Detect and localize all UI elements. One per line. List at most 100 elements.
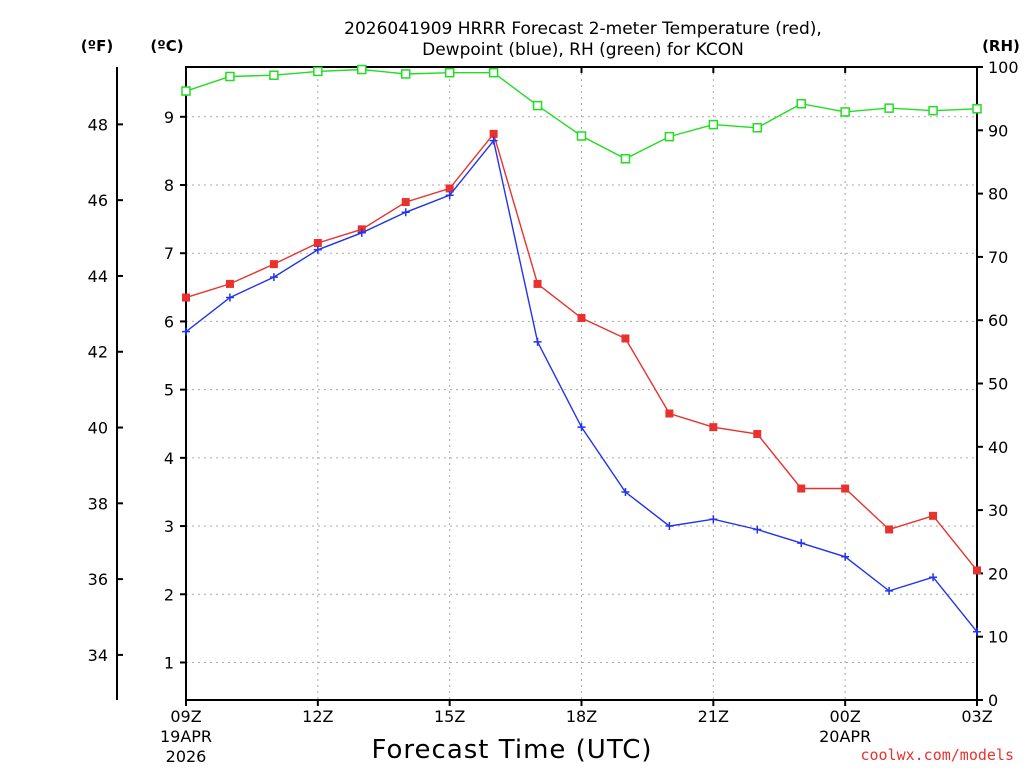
rh-point [181, 86, 191, 96]
rh-tick-label: 40 [988, 438, 1008, 457]
series-dewpoint [182, 136, 981, 636]
dewpoint-point [182, 327, 190, 336]
celsius-tick-label: 6 [164, 312, 174, 331]
rh-tick-label: 30 [988, 501, 1008, 520]
dewpoint-point [753, 525, 762, 534]
temperature-point [973, 566, 981, 575]
celsius-tick-label: 9 [164, 108, 174, 127]
temperature-point [753, 429, 762, 438]
x-tick-label: 15Z [434, 707, 465, 726]
rh-point [708, 119, 719, 130]
x-tick-year-label: 2026 [166, 747, 207, 766]
rh-point [357, 64, 367, 75]
rh-point [488, 67, 499, 78]
x-axis-title: Forecast Time (UTC) [371, 735, 652, 765]
temperature-point [313, 238, 322, 247]
fahrenheit-tick-label: 48 [88, 115, 108, 134]
rh-point [400, 69, 411, 79]
celsius-tick-label: 3 [164, 517, 174, 536]
x-tick-label: 03Z [961, 707, 992, 726]
celsius-tick-label: 4 [164, 449, 174, 468]
x-tick-label: 12Z [302, 707, 333, 726]
credit-link[interactable]: coolwx.com/models [860, 746, 1014, 764]
rh-point [752, 123, 763, 133]
dewpoint-point [665, 522, 674, 531]
dewpoint-point [929, 573, 938, 582]
dewpoint-point [709, 515, 718, 524]
fahrenheit-tick-label: 38 [88, 494, 108, 513]
rh-point [269, 70, 279, 80]
rh-point [444, 67, 455, 78]
x-tick-label: 21Z [698, 707, 729, 726]
temperature-point [182, 293, 190, 302]
celsius-tick-label: 2 [164, 585, 174, 604]
temperature-point [621, 334, 630, 343]
fahrenheit-tick-label: 36 [88, 570, 108, 589]
dewpoint-point [533, 337, 542, 346]
rh-point [620, 154, 631, 164]
rh-tick-label: 60 [988, 311, 1008, 330]
celsius-tick-label: 7 [164, 244, 174, 263]
chart-title-line1: 2026041909 HRRR Forecast 2-meter Tempera… [344, 19, 822, 39]
rh-point [928, 105, 938, 116]
dewpoint-point [489, 136, 498, 145]
temperature-point [929, 511, 938, 520]
dewpoint-point [357, 228, 366, 237]
temperature-point [225, 279, 234, 288]
rh-tick-label: 50 [988, 375, 1008, 394]
grid-layer [186, 67, 977, 700]
rh-tick-label: 0 [988, 691, 998, 710]
fahrenheit-tick-label: 44 [88, 267, 108, 286]
temperature-point [401, 198, 410, 207]
temperature-point [489, 129, 498, 138]
axes-layer: 1234567893436384042444648010203040506070… [88, 58, 1019, 766]
temperature-point [577, 314, 586, 323]
fahrenheit-tick-label: 34 [88, 646, 108, 665]
x-tick-date-label: 19APR [160, 727, 212, 746]
series-temperature [182, 129, 981, 575]
fahrenheit-tick-label: 40 [88, 419, 108, 438]
x-tick-label: 18Z [566, 707, 597, 726]
plot-frame [185, 66, 978, 701]
dewpoint-point [445, 191, 454, 200]
dewpoint-point [797, 539, 806, 548]
rh-point [840, 107, 850, 117]
dewpoint-point [269, 273, 278, 282]
dewpoint-point [621, 487, 630, 496]
rh-point [225, 71, 235, 82]
rh-tick-label: 90 [988, 121, 1008, 140]
rh-tick-label: 70 [988, 248, 1008, 267]
chart-title-line2: Dewpoint (blue), RH (green) for KCON [422, 40, 744, 60]
rh-point [884, 103, 894, 113]
dewpoint-point [401, 208, 410, 217]
rh-tick-label: 100 [988, 58, 1019, 77]
rh-point [972, 104, 982, 114]
temperature-point [445, 184, 454, 193]
temperature-point [885, 525, 894, 534]
rh-point [313, 66, 323, 77]
celsius-unit-label: (ºC) [150, 37, 183, 55]
rh-tick-label: 80 [988, 185, 1008, 204]
x-tick-label: 00Z [830, 707, 861, 726]
x-tick-label: 09Z [170, 707, 201, 726]
rh-point [532, 100, 543, 111]
dewpoint-point [841, 552, 850, 561]
temperature-point [841, 484, 850, 493]
celsius-tick-label: 5 [164, 381, 174, 400]
temperature-point [665, 409, 674, 418]
rh-tick-label: 10 [988, 628, 1008, 647]
dewpoint-point [313, 245, 322, 254]
rh-tick-label: 20 [988, 564, 1008, 583]
rh-point [576, 131, 587, 141]
series-rh [181, 64, 982, 164]
dewpoint-point [973, 627, 981, 636]
temperature-point [533, 279, 542, 288]
celsius-tick-label: 8 [164, 176, 174, 195]
celsius-tick-label: 1 [164, 653, 174, 672]
temperature-point [797, 484, 806, 493]
rh-unit-label: (RH) [982, 37, 1020, 55]
rh-point [664, 131, 675, 142]
rh-point [796, 98, 806, 109]
dewpoint-point [225, 293, 234, 302]
